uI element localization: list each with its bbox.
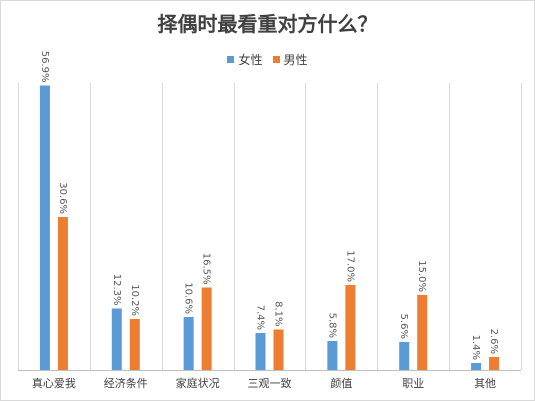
data-label-male: 2.6% — [488, 329, 499, 354]
data-label-male: 16.5% — [201, 253, 212, 285]
bar-female — [399, 342, 410, 370]
legend-label-female: 女性 — [238, 53, 263, 67]
bar-male — [489, 357, 500, 370]
x-tick-label: 颜值 — [330, 377, 352, 390]
legend-swatch-female — [227, 56, 235, 63]
legend-swatch-male — [272, 56, 280, 63]
bar-female — [183, 317, 194, 370]
bar-male — [57, 217, 68, 370]
data-label-male: 15.0% — [416, 260, 427, 292]
data-label-male: 8.1% — [273, 301, 284, 326]
legend: 女性 男性 — [1, 51, 534, 68]
bar-male — [345, 285, 356, 370]
bar-female — [39, 85, 50, 370]
x-tick-label: 真心爱我 — [32, 376, 76, 390]
legend-label-male: 男性 — [283, 53, 308, 67]
bar-male — [129, 319, 140, 370]
x-tick-label: 经济条件 — [104, 376, 148, 390]
bar-female — [255, 333, 266, 370]
bar-female — [327, 341, 338, 370]
legend-item-male: 男性 — [272, 51, 308, 68]
bar-male — [201, 287, 212, 370]
legend-item-female: 女性 — [227, 51, 263, 68]
x-tick-label: 职业 — [402, 377, 424, 390]
x-tick-label: 其他 — [474, 377, 496, 390]
data-label-male: 10.2% — [129, 284, 140, 316]
x-tick-label: 家庭状况 — [176, 376, 220, 390]
bar-male — [417, 295, 428, 370]
data-label-female: 5.6% — [398, 314, 409, 339]
data-label-female: 10.6% — [183, 282, 194, 314]
chart-title: 择偶时最看重对方什么？ — [157, 12, 378, 36]
data-label-female: 12.3% — [111, 274, 122, 306]
data-label-female: 5.8% — [326, 313, 337, 338]
data-label-male: 17.0% — [344, 250, 355, 282]
data-label-female: 56.9% — [39, 51, 50, 83]
bar-male — [273, 329, 284, 370]
bar-female — [471, 363, 482, 370]
data-label-male: 30.6% — [57, 182, 68, 214]
bar-female — [111, 308, 122, 370]
data-label-female: 7.4% — [255, 305, 266, 330]
x-tick-label: 三观一致 — [248, 376, 292, 390]
data-label-female: 1.4% — [470, 335, 481, 360]
